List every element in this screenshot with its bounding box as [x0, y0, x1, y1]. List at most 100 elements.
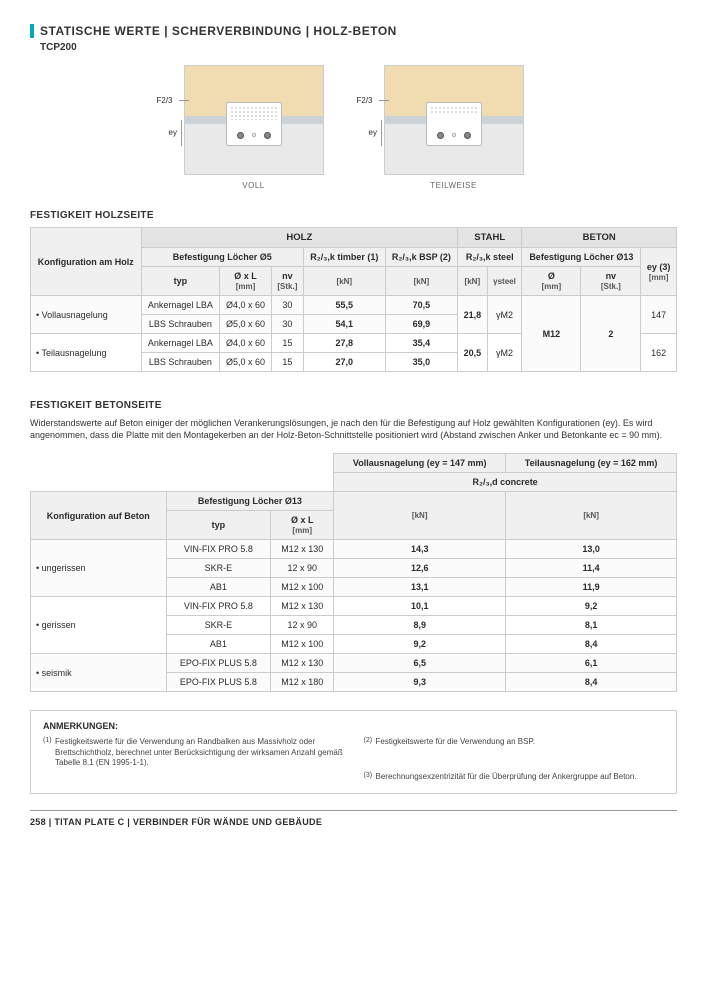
cell: 14,3 — [334, 540, 506, 559]
th-group-beton: BETON — [522, 228, 677, 248]
notes-box: ANMERKUNGEN: (1)Festigkeitswerte für die… — [30, 710, 677, 794]
cell: M12 x 130 — [271, 540, 334, 559]
cell: VIN-FIX PRO 5.8 — [166, 597, 271, 616]
page-title-row: STATISCHE WERTE | SCHERVERBINDUNG | HOLZ… — [30, 24, 677, 38]
cell: 70,5 — [385, 296, 457, 315]
cell: Ankernagel LBA — [141, 296, 220, 315]
cell: 30 — [271, 315, 303, 334]
cell: 27,0 — [303, 353, 385, 372]
cell: M12 — [522, 296, 581, 372]
diagram-f-label: F2/3 — [357, 96, 373, 105]
cell: M12 x 100 — [271, 578, 334, 597]
cell: 13,1 — [334, 578, 506, 597]
th-teil: Teilausnagelung (ey = 162 mm) — [506, 454, 677, 473]
cell-ungerissen: • ungerissen — [31, 540, 167, 597]
cell: 15 — [271, 353, 303, 372]
cell: SKR-E — [166, 559, 271, 578]
title-accent-bar — [30, 24, 34, 38]
cell: M12 x 100 — [271, 635, 334, 654]
cell: AB1 — [166, 578, 271, 597]
diagram-voll: F2/3 ey VOLL — [184, 65, 324, 190]
cell: 55,5 — [303, 296, 385, 315]
cell: 12 x 90 — [271, 616, 334, 635]
th-r-bsp: R₂/₃,k BSP (2) — [385, 248, 457, 267]
cell: 10,1 — [334, 597, 506, 616]
diagram-e-label: ey — [169, 128, 177, 137]
cell: 6,5 — [334, 654, 506, 673]
th-konfig-holz: Konfiguration am Holz — [31, 228, 142, 296]
th-unit-kn3: [kN] — [458, 267, 487, 296]
cell: 12 x 90 — [271, 559, 334, 578]
table1-title: FESTIGKEIT HOLZSEITE — [30, 210, 677, 221]
th-unit-kn2: [kN] — [385, 267, 457, 296]
th-r-concrete: R₂/₃,d concrete — [334, 473, 677, 492]
cell: 8,4 — [506, 635, 677, 654]
cell: 147 — [641, 296, 677, 334]
th-r-timber: R₂/₃,k timber (1) — [303, 248, 385, 267]
cell: 9,3 — [334, 673, 506, 692]
cell: AB1 — [166, 635, 271, 654]
cell: M12 x 130 — [271, 654, 334, 673]
cell: 20,5 — [458, 334, 487, 372]
cell: 162 — [641, 334, 677, 372]
th-nv: nv[Stk.] — [271, 267, 303, 296]
cell: 9,2 — [334, 635, 506, 654]
table-row: • Vollausnagelung Ankernagel LBA Ø4,0 x … — [31, 296, 677, 315]
th-unit-kn1: [kN] — [303, 267, 385, 296]
th-o13b: Befestigung Löcher Ø13 — [166, 492, 334, 511]
table-holzseite: Konfiguration am Holz HOLZ STAHL BETON B… — [30, 227, 677, 372]
th-oxl: Ø x L[mm] — [220, 267, 272, 296]
cell: 15 — [271, 334, 303, 353]
th-typ: typ — [141, 267, 220, 296]
cell: 21,8 — [458, 296, 487, 334]
cell: 13,0 — [506, 540, 677, 559]
th-ey: ey (3)[mm] — [641, 248, 677, 296]
diagram-voll-caption: VOLL — [184, 181, 324, 190]
diagram-teil-caption: TEILWEISE — [384, 181, 524, 190]
th-gamma-steel: γsteel — [487, 267, 522, 296]
cell: EPO-FIX PLUS 5.8 — [166, 673, 271, 692]
cell: 8,9 — [334, 616, 506, 635]
table-row: • ungerissen VIN-FIX PRO 5.8 M12 x 130 1… — [31, 540, 677, 559]
cell: M12 x 180 — [271, 673, 334, 692]
cell: 54,1 — [303, 315, 385, 334]
cell: 2 — [581, 296, 641, 372]
table-row: • seismik EPO-FIX PLUS 5.8 M12 x 130 6,5… — [31, 654, 677, 673]
diagram-f-label: F2/3 — [157, 96, 173, 105]
cell: 35,4 — [385, 334, 457, 353]
diagram-teil: F2/3 ey TEILWEISE — [384, 65, 524, 190]
cell: γM2 — [487, 334, 522, 372]
cell: VIN-FIX PRO 5.8 — [166, 540, 271, 559]
page-subtitle: TCP200 — [40, 42, 677, 53]
cell: γM2 — [487, 296, 522, 334]
table2-intro: Widerstandswerte auf Beton einiger der m… — [30, 417, 677, 441]
th-o: Ø[mm] — [522, 267, 581, 296]
cell: 9,2 — [506, 597, 677, 616]
cell: M12 x 130 — [271, 597, 334, 616]
cell: 11,9 — [506, 578, 677, 597]
cell: 8,4 — [506, 673, 677, 692]
cell-gerissen: • gerissen — [31, 597, 167, 654]
th-unit-kn-t: [kN] — [506, 492, 677, 540]
cell: 27,8 — [303, 334, 385, 353]
diagram-teil-figure: F2/3 ey — [384, 65, 524, 175]
cell: Ø5,0 x 60 — [220, 315, 272, 334]
cell: Ø4,0 x 60 — [220, 334, 272, 353]
cell: 30 — [271, 296, 303, 315]
th-r-steel: R₂/₃,k steel — [458, 248, 522, 267]
th-o13: Befestigung Löcher Ø13 — [522, 248, 641, 267]
cell: 69,9 — [385, 315, 457, 334]
page-title: STATISCHE WERTE | SCHERVERBINDUNG | HOLZ… — [40, 24, 397, 38]
th-typ2: typ — [166, 511, 271, 540]
cell: LBS Schrauben — [141, 353, 220, 372]
note-2: (2)Festigkeitswerte für die Verwendung a… — [364, 737, 665, 768]
cell: 35,0 — [385, 353, 457, 372]
cell: 11,4 — [506, 559, 677, 578]
table-row: • gerissen VIN-FIX PRO 5.8 M12 x 130 10,… — [31, 597, 677, 616]
note-1: (1)Festigkeitswerte für die Verwendung a… — [43, 737, 344, 768]
diagram-voll-figure: F2/3 ey — [184, 65, 324, 175]
th-voll: Vollausnagelung (ey = 147 mm) — [334, 454, 506, 473]
cell: Ankernagel LBA — [141, 334, 220, 353]
cell: SKR-E — [166, 616, 271, 635]
cell: Ø5,0 x 60 — [220, 353, 272, 372]
